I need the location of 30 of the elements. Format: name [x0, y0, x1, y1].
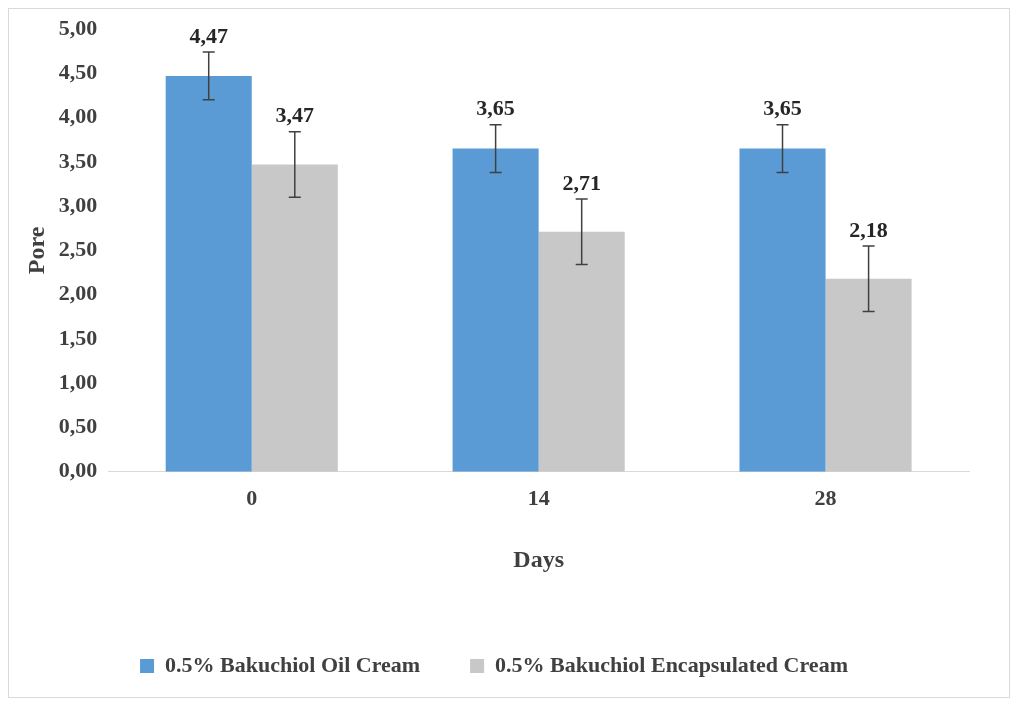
bar — [251, 164, 338, 472]
legend-label: 0.5% Bakuchiol Oil Cream — [165, 651, 421, 677]
bar — [825, 278, 912, 472]
bar — [739, 148, 826, 472]
data-label: 3,65 — [476, 95, 515, 121]
bar — [452, 148, 539, 472]
y-tick-label: 1,50 — [58, 324, 98, 350]
y-tick-label: 4,50 — [58, 58, 98, 84]
bar — [538, 231, 625, 472]
y-tick-label: 3,50 — [58, 147, 98, 173]
x-tick-label: 28 — [814, 484, 837, 510]
y-tick-label: 2,00 — [58, 280, 98, 306]
y-tick-label: 1,00 — [58, 368, 98, 394]
data-label: 4,47 — [189, 22, 228, 48]
data-label: 3,65 — [763, 95, 802, 121]
y-tick-label: 0,50 — [58, 413, 98, 439]
data-label: 3,47 — [275, 102, 315, 128]
bar — [165, 75, 252, 472]
y-tick-label: 2,50 — [58, 236, 98, 262]
x-tick-label: 14 — [527, 484, 550, 510]
data-label: 2,18 — [849, 216, 888, 242]
x-tick-label: 0 — [246, 484, 258, 510]
y-tick-label: 0,00 — [58, 457, 98, 483]
y-tick-label: 5,00 — [58, 14, 98, 40]
data-label: 2,71 — [562, 169, 601, 195]
legend-label: 0.5% Bakuchiol Encapsulated Cream — [495, 651, 848, 677]
y-tick-label: 3,00 — [58, 191, 98, 217]
y-tick-label: 4,00 — [58, 103, 98, 129]
y-axis-title: Pore — [22, 226, 49, 275]
x-axis-title: Days — [513, 545, 564, 572]
